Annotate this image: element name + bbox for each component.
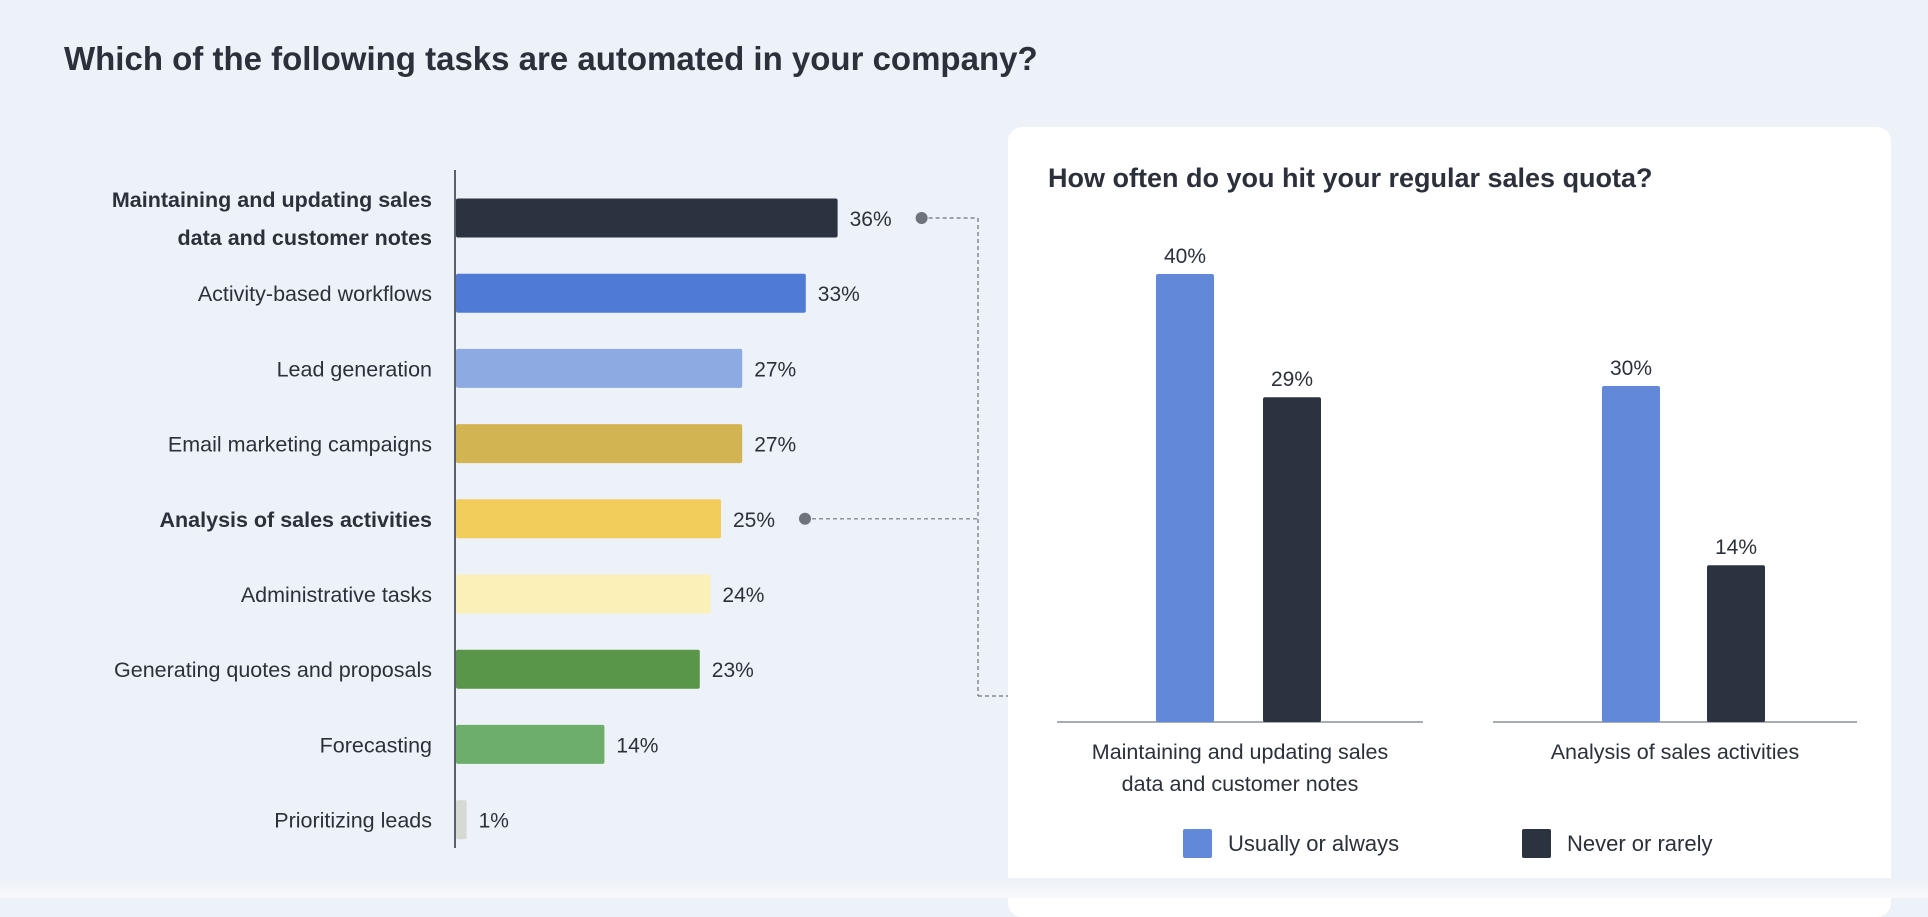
category-label: Email marketing campaigns	[168, 433, 432, 457]
bar-2	[456, 348, 743, 388]
data-label: 33%	[818, 283, 860, 306]
bottom-fade	[0, 878, 1928, 898]
quota-chart-title: How often do you hit your regular sales …	[1048, 163, 1653, 193]
bar-4	[456, 499, 721, 539]
category-label: Analysis of sales activities	[160, 508, 433, 532]
quota-chart: 40% 29% Maintaining and updating sales data…	[1057, 245, 1857, 796]
category-label: Forecasting	[320, 733, 432, 757]
category-label: data and customer notes	[178, 226, 433, 250]
bar-7	[456, 724, 605, 764]
data-label: 24%	[722, 584, 764, 607]
category-label: Generating quotes and proposals	[114, 658, 432, 682]
legend-item-usually: Usually or always	[1183, 829, 1399, 858]
data-label: 1%	[479, 810, 509, 833]
automated-tasks-chart: 36% Maintaining and updating sales data an…	[112, 170, 1010, 848]
legend-swatch-usually	[1183, 829, 1212, 858]
bar-6	[456, 649, 700, 689]
legend-label: Usually or always	[1228, 830, 1400, 856]
category-label: Activity-based workflows	[198, 282, 432, 306]
data-label: 27%	[754, 434, 796, 457]
data-label: 25%	[733, 509, 775, 532]
bar-1	[456, 273, 806, 313]
bar-0	[456, 198, 838, 238]
category-label: Lead generation	[277, 357, 432, 381]
legend-item-never: Never or rarely	[1522, 829, 1712, 858]
legend-swatch-never	[1522, 829, 1551, 858]
bar-usually-or-always	[1156, 274, 1214, 722]
bar-never-or-rarely	[1707, 565, 1765, 722]
bar-3	[456, 424, 743, 464]
category-label: data and customer notes	[1122, 772, 1359, 796]
data-label: 14%	[1715, 536, 1757, 559]
category-label: Administrative tasks	[241, 583, 432, 607]
data-label: 40%	[1164, 245, 1206, 268]
category-label: Analysis of sales activities	[1551, 740, 1800, 764]
bar-5	[456, 574, 711, 614]
bar-never-or-rarely	[1263, 397, 1321, 722]
category-label: Maintaining and updating sales	[112, 188, 432, 212]
bar-usually-or-always	[1602, 386, 1660, 722]
category-label: Prioritizing leads	[274, 809, 432, 833]
legend-label: Never or rarely	[1567, 830, 1713, 856]
data-label: 23%	[712, 659, 754, 682]
data-label: 14%	[616, 734, 658, 757]
bar-8	[456, 800, 467, 840]
data-label: 27%	[754, 358, 796, 381]
data-label: 36%	[850, 208, 892, 231]
data-label: 30%	[1610, 357, 1652, 380]
quota-card: How often do you hit your regular sales …	[1008, 127, 1891, 917]
data-label: 29%	[1271, 368, 1313, 391]
category-label: Maintaining and updating sales	[1092, 740, 1388, 764]
page-title: Which of the following tasks are automat…	[64, 40, 1038, 77]
